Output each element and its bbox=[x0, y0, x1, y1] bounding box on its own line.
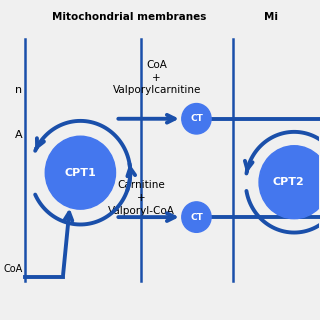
Text: Mitochondrial membranes: Mitochondrial membranes bbox=[52, 12, 206, 22]
Text: +: + bbox=[137, 193, 146, 203]
Circle shape bbox=[259, 146, 320, 219]
Text: Mi: Mi bbox=[264, 12, 278, 22]
Circle shape bbox=[182, 104, 211, 134]
Text: CT: CT bbox=[190, 114, 203, 123]
Text: CoA: CoA bbox=[3, 264, 22, 275]
Text: n: n bbox=[15, 85, 22, 95]
Text: +: + bbox=[152, 73, 161, 83]
Circle shape bbox=[45, 136, 116, 209]
Text: CPT2: CPT2 bbox=[272, 177, 304, 187]
Text: Carnitine: Carnitine bbox=[117, 180, 165, 190]
Text: Valporyl-CoA: Valporyl-CoA bbox=[108, 206, 175, 216]
Text: CoA: CoA bbox=[146, 60, 167, 70]
Text: Valporylcarnitine: Valporylcarnitine bbox=[113, 85, 201, 95]
Text: A: A bbox=[15, 130, 22, 140]
Text: CPT1: CPT1 bbox=[65, 168, 96, 178]
Text: CT: CT bbox=[190, 212, 203, 222]
Circle shape bbox=[182, 202, 211, 232]
